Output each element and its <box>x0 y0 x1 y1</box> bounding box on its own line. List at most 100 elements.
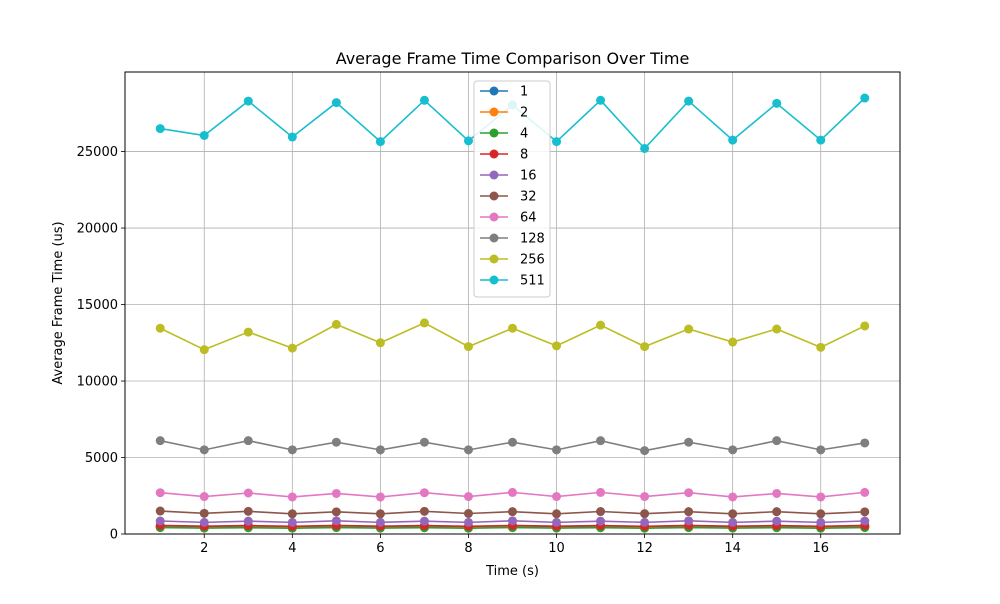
data-point <box>860 487 870 497</box>
data-point <box>816 492 826 502</box>
legend-label: 1 <box>520 85 528 100</box>
data-point <box>860 93 870 103</box>
data-point <box>860 516 870 526</box>
legend-swatch-marker <box>489 128 499 138</box>
data-point <box>155 506 165 516</box>
data-point <box>640 509 650 519</box>
legend-item: 64 <box>480 211 537 226</box>
x-tick-label: 4 <box>288 541 296 556</box>
legend-swatch-marker <box>489 212 499 222</box>
legend-label: 16 <box>520 169 537 184</box>
data-point <box>155 436 165 446</box>
data-point <box>640 517 650 527</box>
y-tick-label: 20000 <box>77 222 118 237</box>
legend-label: 32 <box>520 190 537 205</box>
legend-label: 4 <box>520 127 528 142</box>
data-point <box>552 137 562 147</box>
data-point <box>596 95 606 105</box>
data-point <box>463 492 473 502</box>
data-point <box>816 445 826 455</box>
legend-label: 64 <box>520 211 537 226</box>
data-point <box>375 492 385 502</box>
legend-item: 8 <box>480 148 528 163</box>
data-point <box>508 323 517 333</box>
data-point <box>552 517 562 527</box>
data-point <box>199 517 209 527</box>
data-point <box>772 98 782 108</box>
data-point <box>552 445 562 455</box>
data-point <box>508 487 517 497</box>
data-point <box>640 446 650 456</box>
data-point <box>287 509 297 519</box>
data-point <box>596 487 606 497</box>
legend-label: 2 <box>520 106 528 121</box>
data-point <box>419 95 429 105</box>
data-point <box>816 517 826 527</box>
data-point <box>596 516 606 526</box>
data-point <box>419 506 429 516</box>
series-32 <box>155 506 870 519</box>
legend-swatch-marker <box>489 107 499 117</box>
data-point <box>287 343 297 353</box>
data-point <box>463 517 473 527</box>
data-point <box>508 507 517 517</box>
data-point <box>640 342 650 352</box>
data-point <box>331 507 341 517</box>
data-point <box>287 492 297 502</box>
legend-item: 128 <box>480 232 545 247</box>
data-point <box>728 509 738 519</box>
x-tick-label: 14 <box>724 541 741 556</box>
legend-label: 128 <box>520 232 545 247</box>
data-point <box>816 135 826 145</box>
data-point <box>860 321 870 331</box>
data-point <box>243 488 253 498</box>
legend-label: 511 <box>520 274 545 289</box>
data-point <box>728 492 738 502</box>
data-point <box>552 341 562 351</box>
legend: 1 2 4 8 16 32 64 128 256 511 <box>473 80 551 298</box>
y-tick-label: 10000 <box>77 375 118 390</box>
series-layer <box>155 93 870 533</box>
data-point <box>508 437 517 447</box>
data-point <box>640 492 650 502</box>
legend-item: 1 <box>480 85 528 100</box>
legend-swatch-marker <box>489 254 499 264</box>
y-tick-label: 5000 <box>85 451 118 466</box>
data-point <box>860 438 870 448</box>
data-point <box>508 516 517 526</box>
data-point <box>155 516 165 526</box>
data-point <box>199 492 209 502</box>
legend-label: 256 <box>520 253 545 268</box>
data-point <box>287 445 297 455</box>
data-point <box>331 98 341 108</box>
data-point <box>375 517 385 527</box>
data-point <box>860 507 870 517</box>
data-point <box>816 509 826 519</box>
legend-item: 32 <box>480 190 537 205</box>
data-point <box>419 318 429 328</box>
data-point <box>463 136 473 146</box>
data-point <box>596 436 606 446</box>
legend-item: 4 <box>480 127 528 142</box>
data-point <box>243 327 253 337</box>
data-point <box>419 516 429 526</box>
data-point <box>331 319 341 329</box>
data-point <box>199 508 209 518</box>
y-tick-label: 15000 <box>77 298 118 313</box>
series-256 <box>155 318 870 355</box>
data-point <box>772 436 782 446</box>
legend-item: 256 <box>480 253 545 268</box>
data-point <box>772 516 782 526</box>
data-point <box>772 324 782 334</box>
data-point <box>463 445 473 455</box>
data-point <box>728 445 738 455</box>
data-point <box>155 124 165 134</box>
data-point <box>375 509 385 519</box>
legend-label: 8 <box>520 148 528 163</box>
y-tick-label: 0 <box>110 528 118 543</box>
legend-swatch-marker <box>489 233 499 243</box>
axes: 2 4 6 8 10 12 14 16 0 5000 10000 15000 20000 25000 <box>77 145 829 556</box>
x-tick-label: 16 <box>812 541 829 556</box>
